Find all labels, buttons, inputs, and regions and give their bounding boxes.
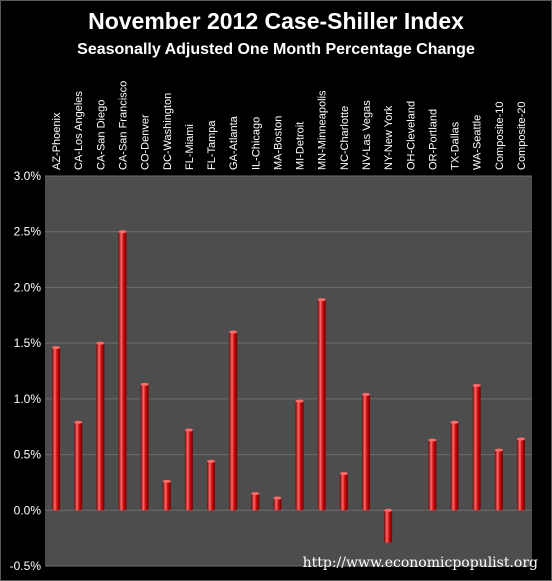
category-label: Composite-20: [516, 102, 528, 170]
bar: [229, 332, 238, 511]
y-tick-label: 0.5%: [14, 448, 42, 462]
category-label: TX-Dallas: [450, 121, 462, 170]
bar: [162, 481, 171, 511]
bar: [384, 510, 393, 543]
bar: [251, 493, 260, 511]
bar-cap: [428, 438, 437, 442]
category-label: Composite-10: [494, 102, 506, 170]
bar-cap: [52, 346, 61, 350]
bar: [74, 422, 83, 511]
category-label: IL-Chicago: [250, 117, 262, 170]
bar: [184, 430, 193, 511]
bar-cap: [162, 479, 171, 483]
bar: [428, 440, 437, 511]
bar: [450, 422, 459, 511]
bar-cap: [140, 382, 149, 386]
category-label: MI-Detroit: [295, 122, 307, 170]
bar: [140, 384, 149, 511]
bar: [494, 450, 503, 511]
bar-cap: [384, 508, 393, 512]
bar-cap: [339, 472, 348, 476]
bar-cap: [494, 448, 503, 452]
bar-cap: [118, 230, 127, 234]
bar: [317, 299, 326, 511]
bar-cap: [96, 341, 105, 345]
category-label: GA-Atlanta: [228, 115, 240, 170]
bar-cap: [317, 298, 326, 302]
bar-cap: [184, 428, 193, 432]
category-label: DC-Washington: [162, 93, 174, 170]
bar-cap: [273, 496, 282, 500]
bar-cap: [229, 330, 238, 334]
chart-subtitle: Seasonally Adjusted One Month Percentage…: [77, 41, 475, 58]
category-label: AZ-Phoenix: [51, 112, 63, 170]
category-label: FL-Miami: [184, 124, 196, 170]
category-label: CA-San Diego: [95, 100, 107, 170]
bar: [52, 347, 61, 511]
category-label: WA-Seattle: [472, 115, 484, 170]
y-tick-label: 0.0%: [14, 503, 42, 517]
bar: [516, 438, 525, 511]
category-label: CA-San Francisco: [117, 81, 129, 170]
chart-title: November 2012 Case-Shiller Index: [88, 8, 464, 34]
y-tick-label: -0.5%: [10, 559, 42, 573]
watermark-url: http://www.economicpopulist.org: [302, 555, 538, 571]
bar-cap: [472, 383, 481, 387]
bar-cap: [251, 492, 260, 496]
category-label: NC-Charlotte: [339, 106, 351, 170]
bar: [295, 401, 304, 511]
plot-area: [45, 176, 532, 566]
bar-cap: [516, 437, 525, 441]
bar-cap: [207, 459, 216, 463]
bar: [273, 498, 282, 511]
category-label: CA-Los Angeles: [73, 91, 85, 170]
y-tick-label: 1.0%: [14, 392, 42, 406]
y-tick-label: 2.5%: [14, 225, 42, 239]
category-label: NY-New York: [383, 105, 395, 170]
y-tick-label: 2.0%: [14, 280, 42, 294]
category-label: OR-Portland: [427, 109, 439, 170]
bar-cap: [295, 399, 304, 403]
y-tick-label: 1.5%: [14, 336, 42, 350]
bar: [96, 343, 105, 511]
bar-cap: [361, 392, 370, 396]
category-label: MN-Minneapolis: [317, 90, 329, 170]
bar: [472, 385, 481, 511]
category-label: NV-Las Vegas: [361, 100, 373, 170]
bar-cap: [450, 420, 459, 424]
bar-cap: [74, 420, 83, 424]
bar: [361, 394, 370, 511]
category-label: MA-Boston: [272, 116, 284, 170]
category-label: OH-Cleveland: [405, 101, 417, 170]
bar: [207, 461, 216, 511]
bar: [339, 473, 348, 511]
bar: [118, 231, 127, 511]
category-label: FL-Tampa: [206, 120, 218, 170]
category-label: CO-Denver: [140, 114, 152, 170]
y-tick-label: 3.0%: [14, 169, 42, 183]
